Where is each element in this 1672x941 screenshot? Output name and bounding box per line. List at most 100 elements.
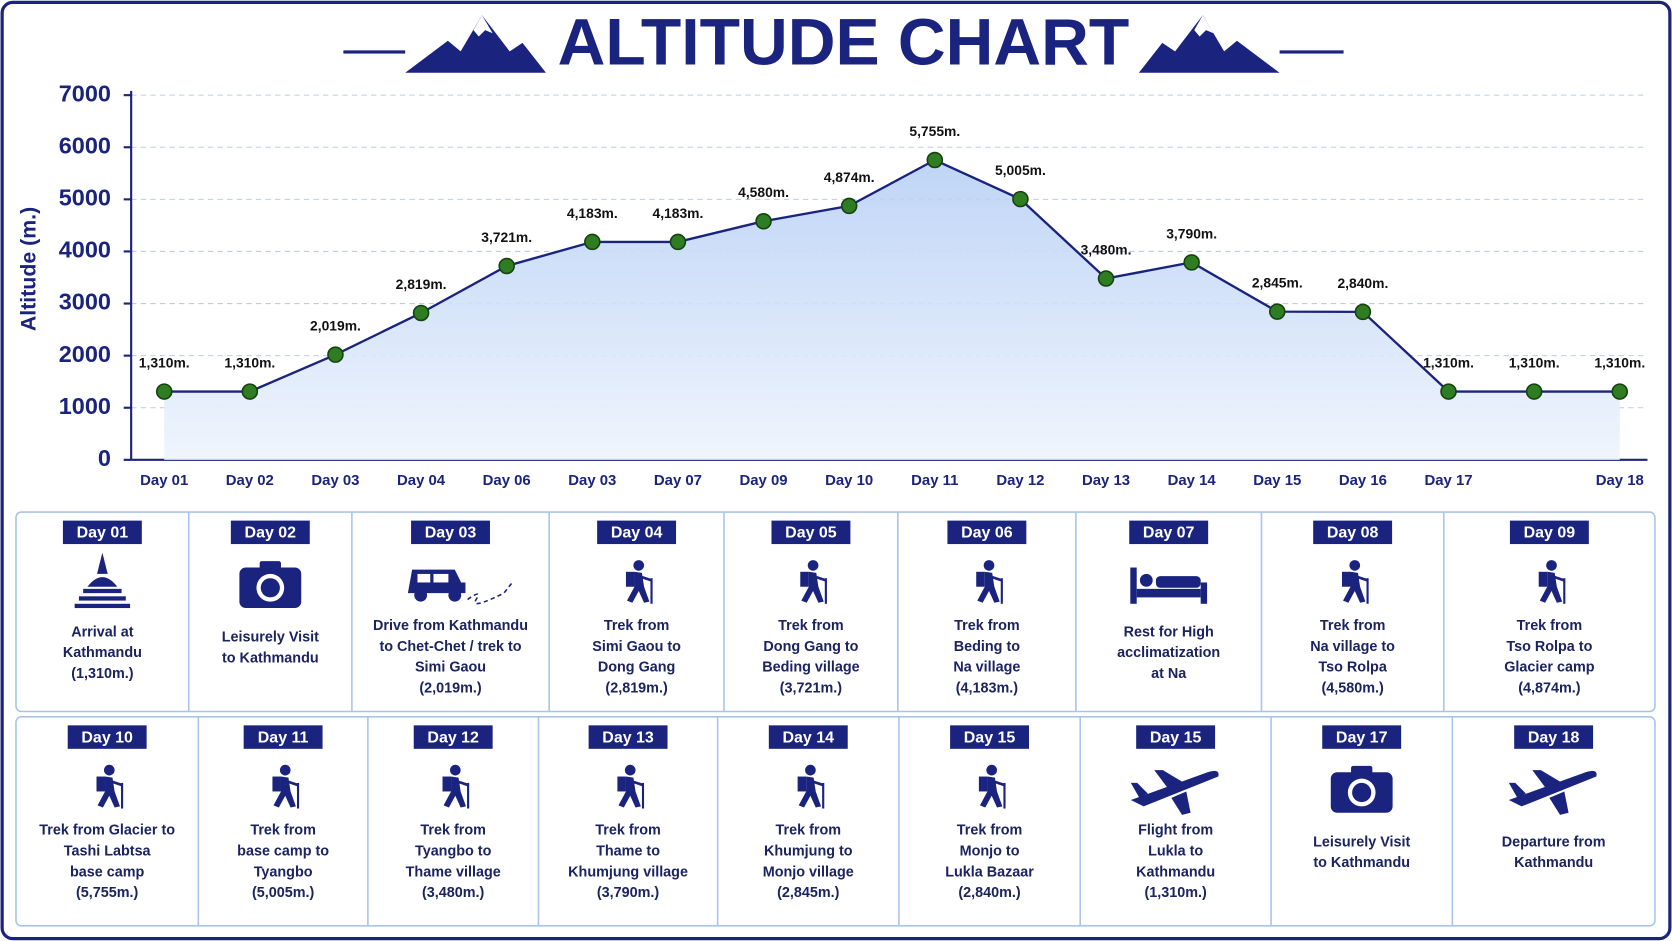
value-label: 2,019m. xyxy=(310,318,361,334)
x-tick-label: Day 02 xyxy=(226,472,274,489)
day-badge xyxy=(62,520,142,545)
card-text: (4,874m.) xyxy=(1518,680,1581,696)
icon-part xyxy=(448,588,462,602)
icon-part xyxy=(979,776,1003,808)
card-text: Beding village xyxy=(762,660,859,676)
icon-part xyxy=(272,776,281,792)
card-text: Trek from xyxy=(595,823,661,839)
card-text: Thame to xyxy=(596,844,660,860)
marker xyxy=(1611,383,1629,400)
day-badge-label: Day 05 xyxy=(785,525,837,542)
icon-part xyxy=(74,603,131,609)
value-label: 3,721m. xyxy=(481,229,532,245)
day-badge-label: Day 11 xyxy=(258,729,309,746)
day-badge xyxy=(588,725,668,749)
icon-part xyxy=(627,571,650,603)
y-tick-label: 0 xyxy=(98,445,111,471)
icon-part xyxy=(1532,770,1563,788)
icon-part xyxy=(798,776,822,808)
card-text: Glacier camp xyxy=(1504,660,1595,676)
card-text: Thame village xyxy=(406,864,501,880)
card-text: (2,819m.) xyxy=(605,680,668,696)
card-text: Trek from Glacier to xyxy=(39,823,175,839)
x-tick-label: Day 03 xyxy=(311,472,359,489)
day-card: Day 03 Drive from Kathmandu to Chet-Chet /… xyxy=(351,512,528,712)
x-tick-label: Day 09 xyxy=(740,472,788,489)
icon-part xyxy=(260,578,280,598)
card-text: Na village to xyxy=(1310,639,1395,655)
day-card: Day 02 Leisurely Visit to Kathmandu xyxy=(187,512,319,712)
day-card: Day 11 Trek from base camp to Tyangbo (5,005… xyxy=(197,716,329,926)
marker xyxy=(155,383,173,400)
y-tick-label: 1000 xyxy=(59,393,111,419)
title-decoration xyxy=(343,15,1344,73)
card-text: (3,480m.) xyxy=(422,885,485,901)
y-tick-label: 4000 xyxy=(59,237,111,263)
card-text: (2,019m.) xyxy=(419,680,482,696)
card-text: Kathmandu xyxy=(1514,855,1593,871)
card-text: (3,790m.) xyxy=(597,885,660,901)
card-text: Flight from xyxy=(1138,823,1213,839)
card-text: (1,310m.) xyxy=(71,666,134,682)
card-text: Kathmandu xyxy=(1136,864,1215,880)
card-text: to Kathmandu xyxy=(222,651,319,667)
itinerary: Day 01 Arrival at Kathmandu (1,310m.) Day 02… xyxy=(15,511,1656,927)
icon-part xyxy=(800,571,809,587)
icon-part xyxy=(1171,791,1191,815)
icon-part xyxy=(417,573,431,583)
icon-part xyxy=(112,780,123,787)
day-badge xyxy=(1514,725,1594,749)
marker xyxy=(1183,254,1200,271)
day-badge-label: Day 06 xyxy=(961,525,1013,542)
card-text: Arrival at xyxy=(71,624,134,640)
day-badge xyxy=(1136,725,1216,749)
card-text: Lukla to xyxy=(1148,844,1203,860)
icon-part xyxy=(1351,765,1373,775)
card-text: Dong Gang xyxy=(598,660,675,676)
x-tick-label: Day 17 xyxy=(1424,472,1472,489)
day-badge-label: Day 02 xyxy=(245,525,297,542)
x-tick-label: Day 07 xyxy=(654,472,702,489)
card-text: (4,183m.) xyxy=(956,680,1019,696)
day-badge-label: Day 15 xyxy=(1150,729,1202,746)
value-label: 3,790m. xyxy=(1166,225,1217,241)
card-text: Monjo to xyxy=(960,844,1020,860)
line xyxy=(164,158,1620,393)
icon-part xyxy=(983,560,995,571)
value-label: 2,840m. xyxy=(1337,275,1388,291)
day-badge xyxy=(1509,520,1589,545)
icon-part xyxy=(103,764,115,776)
day-badge-label: Day 15 xyxy=(964,729,1016,746)
card-text: Trek from xyxy=(604,618,670,634)
icon-part xyxy=(1508,770,1597,807)
card-text: Departure from xyxy=(1502,834,1606,850)
card-text: Beding to xyxy=(954,639,1020,655)
marker xyxy=(1269,303,1286,320)
icon-part xyxy=(1343,571,1366,603)
chart-title: ALTITUDE CHART xyxy=(558,6,1130,80)
day-badge xyxy=(950,725,1030,749)
icon-part xyxy=(1155,576,1201,588)
icon-part xyxy=(805,764,816,776)
day-card: Day 09 Trek from Tso Rolpa to Glacier camp (… xyxy=(1443,512,1595,712)
y-tick-label: 2000 xyxy=(59,341,111,367)
marker xyxy=(412,304,430,322)
card-text: Tyangbo xyxy=(254,864,313,880)
card-text: Kathmandu xyxy=(63,645,142,661)
icon-part xyxy=(78,596,126,601)
card-text: Monjo village xyxy=(763,864,854,880)
day-badge xyxy=(1129,520,1209,545)
x-tick-label: Day 18 xyxy=(1596,472,1644,489)
icon-part xyxy=(1539,571,1563,603)
day-badge-label: Day 13 xyxy=(602,729,654,746)
day-card: Day 17 Leisurely Visit to Kathmandu xyxy=(1270,716,1411,926)
value-label: 3,480m. xyxy=(1081,241,1132,257)
area xyxy=(164,160,1620,460)
card-text: Trek from xyxy=(250,823,316,839)
x-tick-label: Day 04 xyxy=(397,472,446,489)
marker xyxy=(1440,383,1457,400)
card-text: Simi Gaou to xyxy=(592,639,681,655)
card-text: (2,840m.) xyxy=(958,885,1021,901)
icon-part xyxy=(87,577,118,587)
icon-part xyxy=(624,764,636,776)
